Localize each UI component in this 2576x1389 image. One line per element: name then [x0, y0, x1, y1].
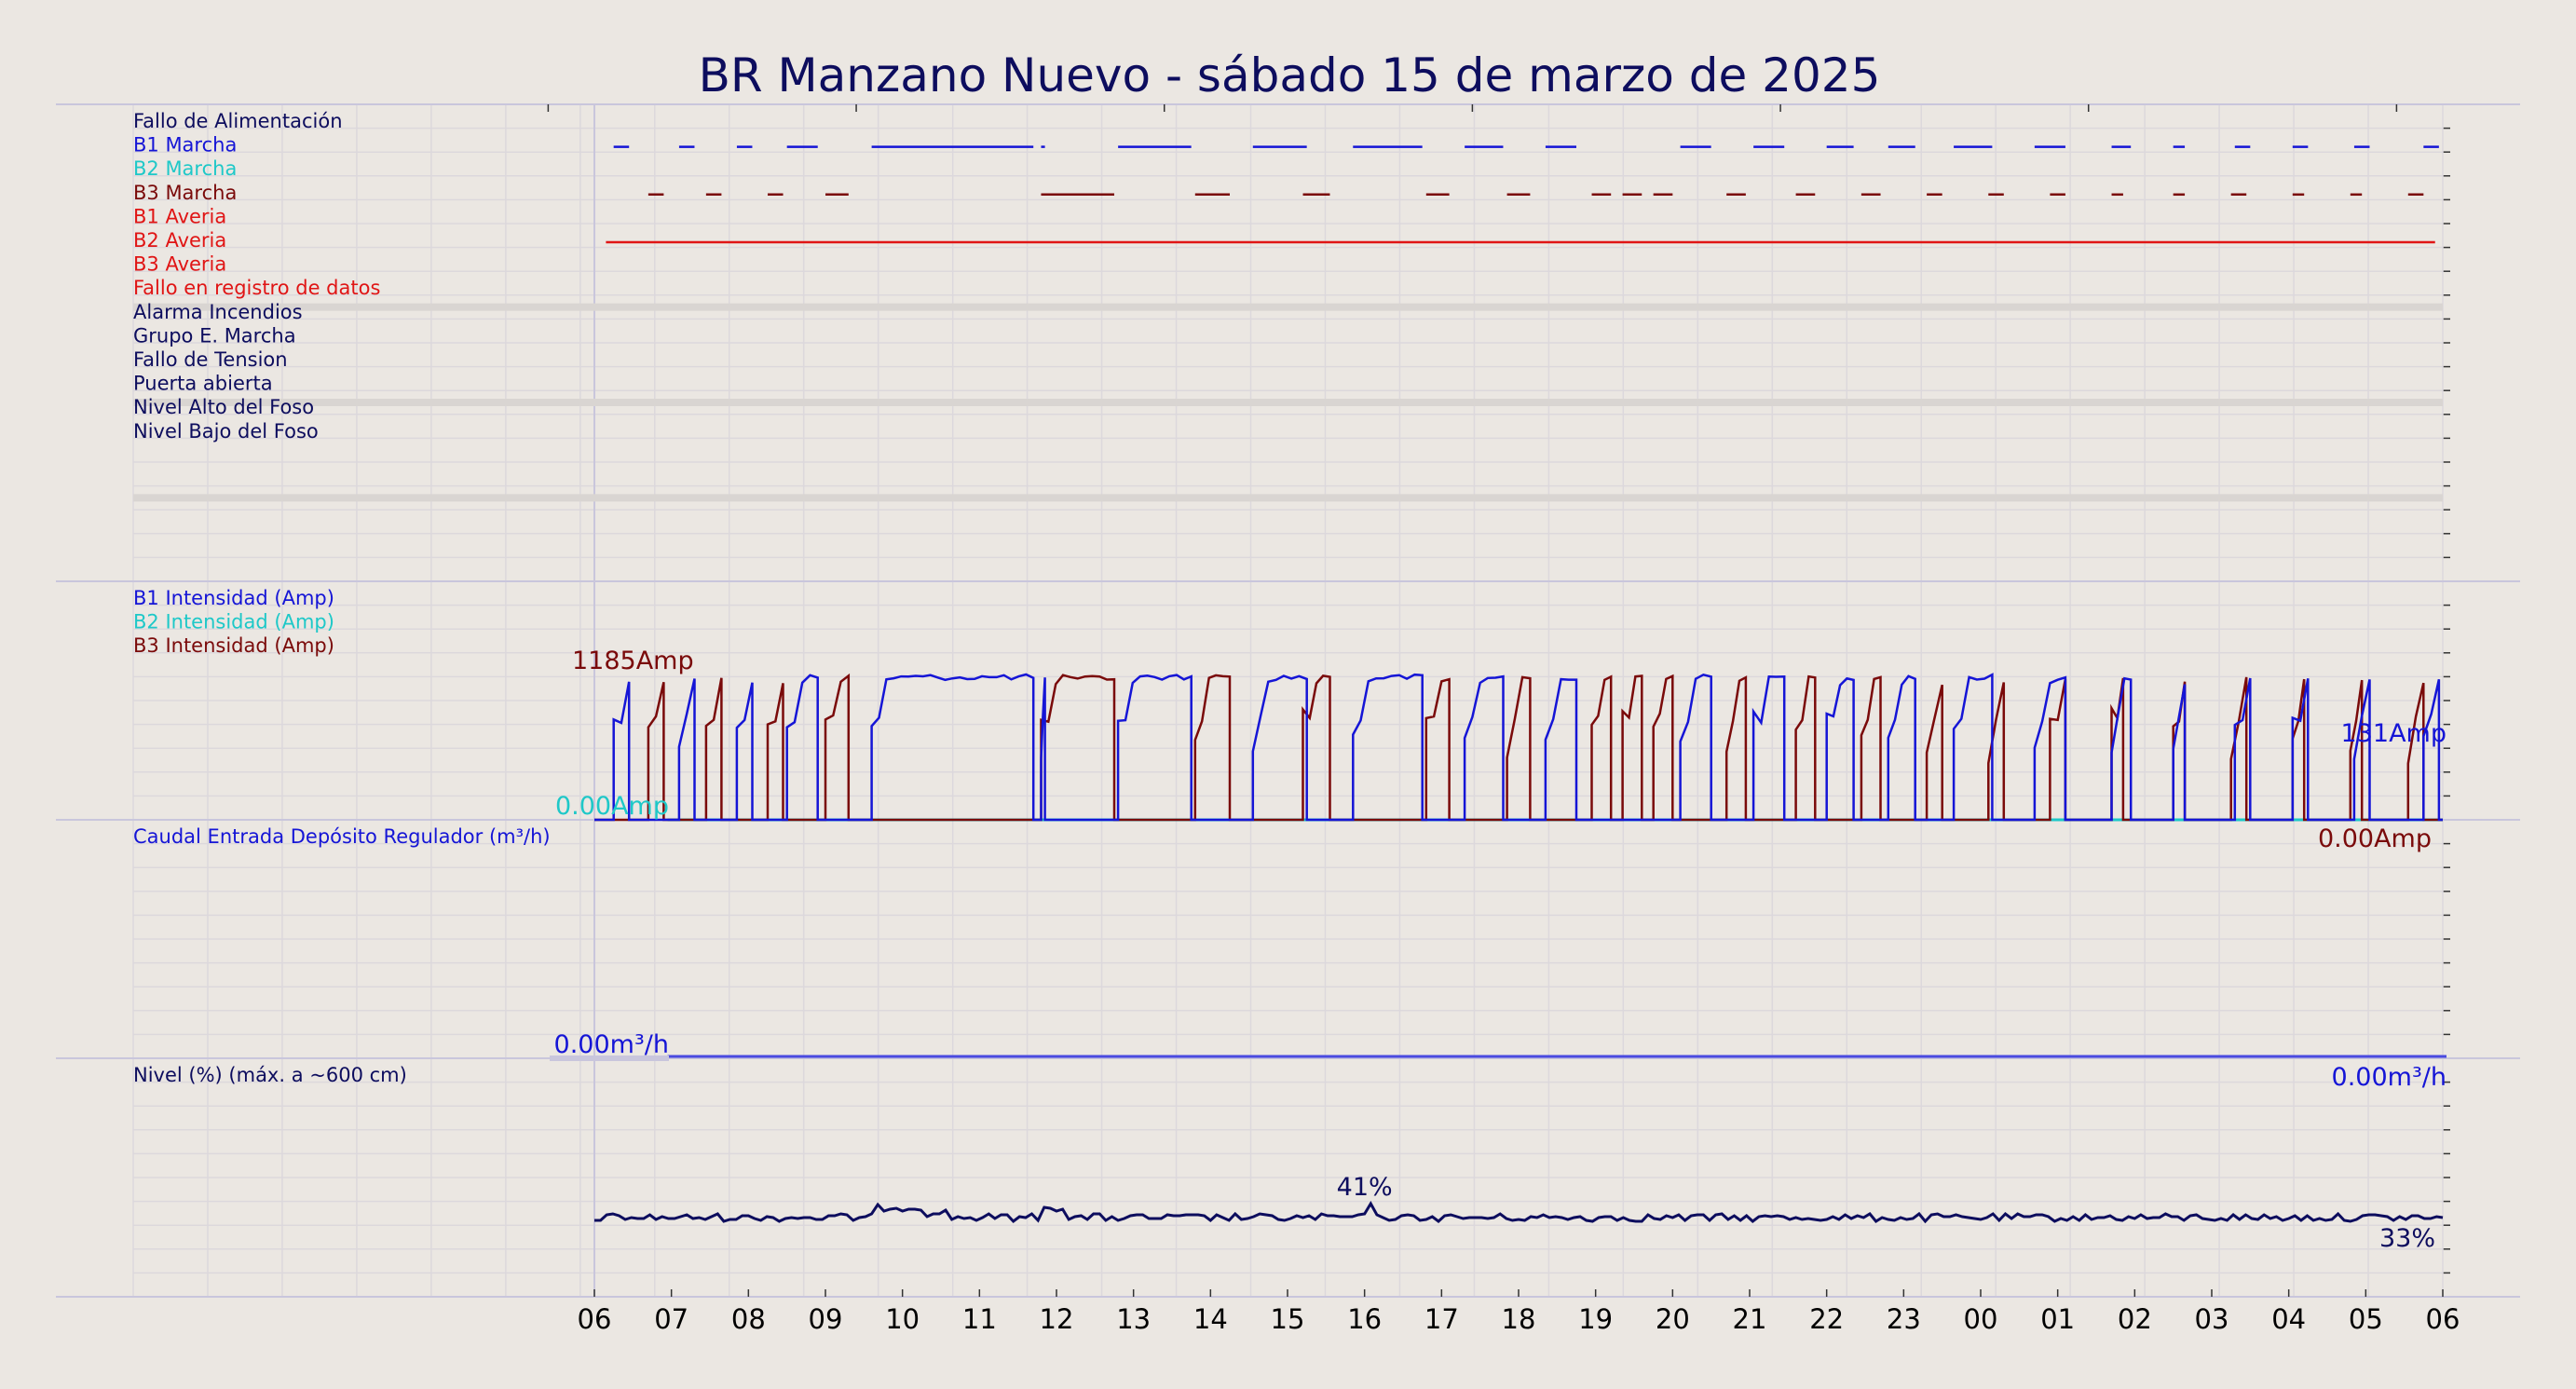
- signal-label: Fallo en registro de datos: [133, 277, 380, 299]
- signal-label: Puerta abierta: [133, 373, 273, 395]
- x-tick-label: 03: [2195, 1303, 2229, 1335]
- signal-label: B3 Averia: [133, 253, 226, 276]
- x-tick-label: 23: [1887, 1303, 1921, 1335]
- x-tick-label: 17: [1424, 1303, 1459, 1335]
- x-tick-label: 14: [1193, 1303, 1228, 1335]
- x-tick-label: 19: [1578, 1303, 1613, 1335]
- annotation-b1-last: 131Amp: [2341, 719, 2447, 748]
- signal-label: B2 Marcha: [133, 157, 237, 180]
- caudal-panel: Caudal Entrada Depósito Regulador (m³/h)…: [133, 825, 2447, 1092]
- signal-label: B3 Marcha: [133, 182, 237, 204]
- series-label: Caudal Entrada Depósito Regulador (m³/h): [133, 825, 551, 848]
- signal-label: Nivel Alto del Foso: [133, 396, 314, 418]
- x-tick-label: 22: [1809, 1303, 1844, 1335]
- x-tick-label: 20: [1656, 1303, 1690, 1335]
- x-tick-label: 10: [885, 1303, 920, 1335]
- series-label: B2 Intensidad (Amp): [133, 611, 334, 633]
- signal-label: Nivel Bajo del Foso: [133, 420, 319, 443]
- x-tick-label: 06: [2426, 1303, 2460, 1335]
- x-tick-label: 16: [1347, 1303, 1382, 1335]
- nivel-line: [594, 1200, 2444, 1224]
- x-tick-label: 11: [962, 1303, 997, 1335]
- x-axis: 06 07 08 09 10 11 12 13 14 15 16 17 18 19 20 21 22 23 00 01…: [578, 1289, 2460, 1335]
- intensidad-panel: B1 Intensidad (Amp)B2 Intensidad (Amp)B3…: [133, 587, 2447, 853]
- annotation-nivel-last: 33%: [2379, 1224, 2435, 1253]
- nivel-panel: Nivel (%) (máx. a ~600 cm) 41% 33%: [133, 1064, 2444, 1253]
- signal-label: Fallo de Alimentación: [133, 110, 343, 132]
- x-tick-label: 18: [1502, 1303, 1536, 1335]
- signal-label: B1 Averia: [133, 205, 226, 227]
- annotation-max: 1185Amp: [572, 647, 694, 675]
- grid: [56, 103, 2520, 1298]
- x-tick-label: 13: [1116, 1303, 1151, 1335]
- signal-label: Grupo E. Marcha: [133, 324, 296, 347]
- series-label: B1 Intensidad (Amp): [133, 587, 334, 609]
- annotation-nivel-peak: 41%: [1337, 1173, 1393, 1202]
- x-tick-label: 15: [1271, 1303, 1305, 1335]
- x-tick-label: 01: [2040, 1303, 2075, 1335]
- annotation-b3-last: 0.00Amp: [2318, 824, 2432, 853]
- x-tick-label: 06: [578, 1303, 612, 1335]
- b1-intensidad-line: [594, 673, 2443, 822]
- x-tick-label: 02: [2118, 1303, 2152, 1335]
- x-tick-label: 12: [1040, 1303, 1074, 1335]
- signal-label: B2 Averia: [133, 229, 226, 252]
- x-tick-label: 07: [654, 1303, 688, 1335]
- signal-label: B1 Marcha: [133, 134, 237, 157]
- x-tick-label: 00: [1964, 1303, 1998, 1335]
- chart-title: BR Manzano Nuevo - sábado 15 de marzo de…: [699, 48, 1881, 102]
- x-tick-label: 08: [731, 1303, 766, 1335]
- x-tick-label: 09: [809, 1303, 843, 1335]
- signal-label: Alarma Incendios: [133, 301, 303, 323]
- series-label: Nivel (%) (máx. a ~600 cm): [133, 1064, 407, 1086]
- x-tick-label: 04: [2271, 1303, 2306, 1335]
- annotation-b2-first: 0.00Amp: [555, 792, 669, 821]
- signal-label: Fallo de Tension: [133, 348, 288, 371]
- x-tick-label: 21: [1733, 1303, 1767, 1335]
- annotation-caudal-last: 0.00m³/h: [2332, 1063, 2447, 1092]
- series-label: B3 Intensidad (Amp): [133, 634, 334, 657]
- x-tick-label: 05: [2349, 1303, 2383, 1335]
- annotation-caudal-first: 0.00m³/h: [554, 1030, 669, 1059]
